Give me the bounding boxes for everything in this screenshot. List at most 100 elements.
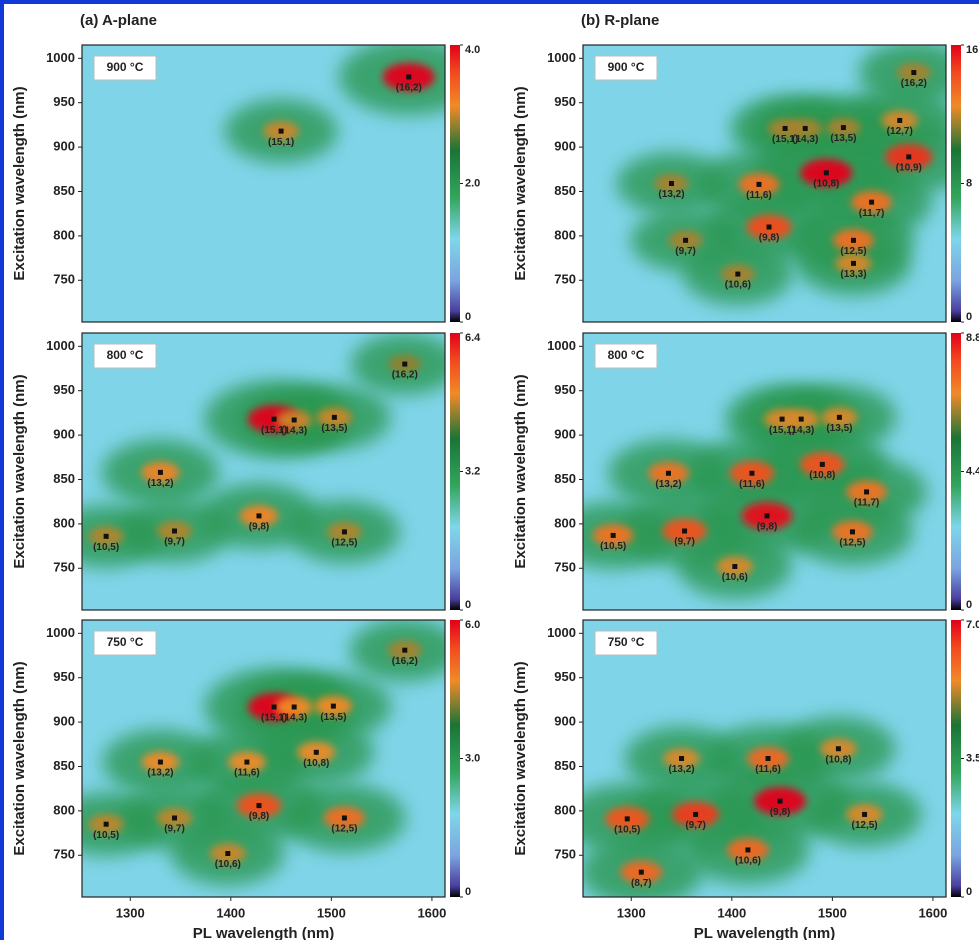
- y-tick-label: 800: [53, 227, 75, 242]
- peak-label: (13,2): [658, 189, 684, 200]
- peak-label: (14,3): [788, 425, 814, 436]
- peak-label: (13,5): [830, 133, 856, 144]
- plot-border: [81, 44, 446, 323]
- y-tick-label: 1000: [547, 625, 576, 640]
- peak-label: (11,6): [234, 768, 260, 779]
- peak-label: (10,9): [896, 163, 922, 174]
- colorbar-tick-label: 0: [465, 599, 471, 611]
- peak-label: (16,2): [901, 78, 927, 89]
- y-tick-label: 850: [53, 471, 75, 486]
- x-axis-title: PL wavelength (nm): [193, 925, 334, 940]
- colorbar-tick-label: 3.2: [465, 465, 480, 477]
- y-tick-label: 800: [53, 515, 75, 530]
- x-tick-label: 1500: [818, 905, 847, 920]
- peak-marker: [271, 704, 277, 710]
- colorbar-tick-label: 4.0: [465, 44, 480, 56]
- peak-label: (9,8): [249, 522, 270, 533]
- peak-label: (10,8): [813, 178, 839, 189]
- peak-label: (11,6): [739, 479, 765, 490]
- annotation: 800 °C: [107, 348, 144, 362]
- peak-label: (12,5): [839, 538, 865, 549]
- peak-marker: [624, 816, 630, 822]
- peak-label: (10,5): [614, 825, 640, 836]
- peak-marker: [819, 461, 825, 467]
- plot-area: (13,2) (11,6) (10,8) (9,8) (10,5) (9,7) (12,5)…: [583, 716, 922, 897]
- panel-title: (a) A-plane: [80, 12, 157, 29]
- plot-area: (16,2) (15,1): [224, 45, 445, 163]
- peak-marker: [766, 224, 772, 230]
- peak-label: (13,5): [826, 423, 852, 434]
- colorbar-tick-label: 0: [465, 311, 471, 323]
- peak-label: (10,6): [722, 572, 748, 583]
- colorbar-tick-label: 6.0: [465, 619, 480, 631]
- peak-label: (13,5): [320, 712, 346, 723]
- x-tick-label: 1600: [417, 905, 446, 920]
- peak-label: (11,6): [755, 764, 781, 775]
- peak-marker: [840, 125, 846, 131]
- colorbar-tick-label: 0: [966, 886, 972, 898]
- peak-label: (9,7): [164, 537, 185, 548]
- peak-label: (12,5): [331, 824, 357, 835]
- annotation: 750 °C: [608, 635, 645, 649]
- colorbar-tick-label: 2.0: [465, 177, 480, 189]
- y-tick-label: 950: [554, 382, 576, 397]
- y-tick-label: 850: [554, 758, 576, 773]
- x-tick-label: 1300: [116, 905, 145, 920]
- y-tick-label: 800: [554, 515, 576, 530]
- y-tick-label: 800: [554, 227, 576, 242]
- peak-label: (12,7): [887, 126, 913, 137]
- peak-label: (15,1): [261, 713, 287, 724]
- peak-label: (10,8): [303, 758, 329, 769]
- peak-label: (10,5): [600, 541, 626, 552]
- peak-label: (12,5): [851, 820, 877, 831]
- peak-label: (10,5): [93, 830, 119, 841]
- panel: (13,2) (11,6) (10,8) (9,8) (10,5) (9,7) (12,5)…: [512, 619, 979, 940]
- plot-border: [582, 44, 947, 323]
- colorbar-tick-label: 6.4: [465, 332, 481, 344]
- peak-marker: [172, 815, 178, 821]
- x-tick-label: 1400: [717, 905, 746, 920]
- peak-marker: [679, 756, 685, 761]
- peak-label: (9,8): [249, 811, 270, 822]
- peak-label: (12,5): [331, 538, 357, 549]
- x-tick-label: 1500: [317, 905, 346, 920]
- peak-marker: [610, 532, 616, 538]
- panel: (16,2) (15,1)(14,3) (13,5) (13,2) (9,8) (10,5…: [11, 332, 481, 611]
- peak-label: (9,8): [770, 807, 791, 818]
- plot-border: [81, 619, 446, 898]
- peak-marker: [782, 125, 788, 131]
- peak-marker: [823, 170, 829, 176]
- peak-label: (9,8): [759, 233, 780, 244]
- peak-marker: [849, 529, 855, 535]
- peak-marker: [103, 533, 109, 539]
- y-axis-title: Excitation wavelength (nm): [512, 374, 529, 568]
- annotation: 750 °C: [107, 635, 144, 649]
- peak-label: (14,3): [792, 134, 818, 145]
- peak-label: (11,7): [859, 208, 885, 219]
- y-tick-label: 850: [554, 183, 576, 198]
- y-tick-label: 900: [53, 427, 75, 442]
- peak-marker: [341, 815, 347, 821]
- peak-marker: [291, 704, 297, 710]
- peak-marker: [798, 416, 804, 422]
- y-tick-label: 900: [53, 139, 75, 154]
- y-tick-label: 1000: [547, 338, 576, 353]
- y-tick-label: 750: [554, 847, 576, 862]
- peak-label: (9,7): [675, 246, 696, 257]
- y-tick-label: 950: [53, 94, 75, 109]
- peak-marker: [745, 847, 751, 853]
- x-tick-label: 1600: [918, 905, 947, 920]
- annotation: 900 °C: [107, 60, 144, 74]
- colorbar-tick-label: 8: [966, 177, 972, 189]
- y-tick-label: 950: [53, 382, 75, 397]
- peak-marker: [330, 703, 336, 709]
- annotation-box: [594, 343, 658, 369]
- peak-marker: [256, 513, 262, 519]
- peak-marker: [244, 759, 250, 765]
- colorbar: [450, 333, 460, 610]
- y-tick-label: 900: [53, 714, 75, 729]
- annotation-box: [93, 55, 157, 81]
- panel-title: (b) R-plane: [581, 12, 659, 29]
